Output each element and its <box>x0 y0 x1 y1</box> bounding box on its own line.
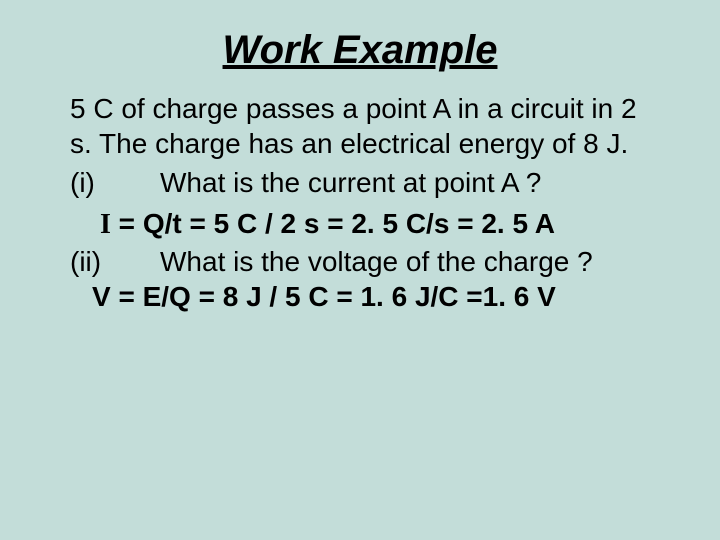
answer-1: I = Q/t = 5 C / 2 s = 2. 5 C/s = 2. 5 A <box>70 206 650 242</box>
question-2: (ii)What is the voltage of the charge ? <box>70 244 650 279</box>
answer-2: V = E/Q = 8 J / 5 C = 1. 6 J/C =1. 6 V <box>70 279 650 314</box>
question-1: (i)What is the current at point A ? <box>70 165 650 200</box>
question-2-text: What is the voltage of the charge ? <box>160 246 593 277</box>
answer-1-rest: = Q/t = 5 C / 2 s = 2. 5 C/s = 2. 5 A <box>111 208 555 239</box>
question-1-label: (i) <box>70 165 160 200</box>
problem-statement: 5 C of charge passes a point A in a circ… <box>70 91 650 161</box>
slide-content: 5 C of charge passes a point A in a circ… <box>70 91 650 314</box>
answer-1-symbol: I <box>100 209 111 240</box>
slide-title: Work Example <box>70 28 650 73</box>
question-2-label: (ii) <box>70 244 160 279</box>
question-1-text: What is the current at point A ? <box>160 167 541 198</box>
